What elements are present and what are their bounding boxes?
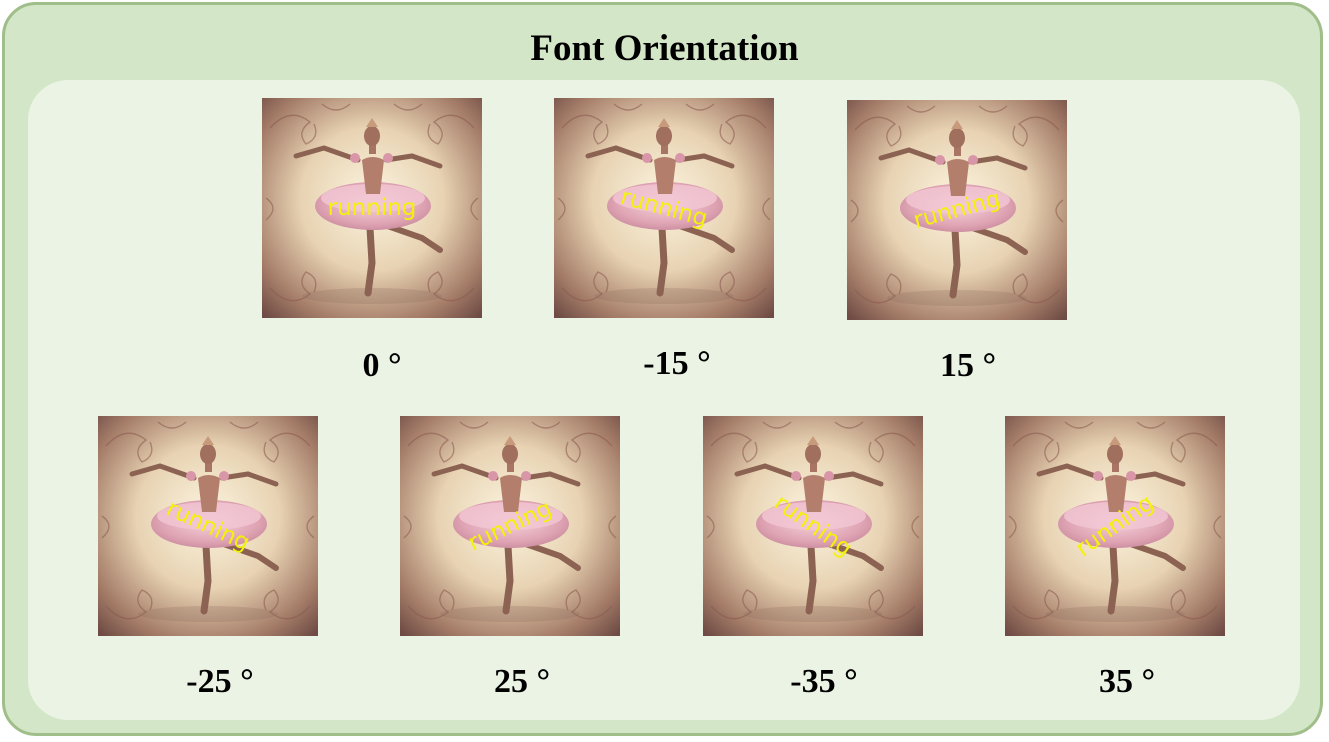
angle-label-4: 25 ° (493, 663, 551, 700)
angle-label-1: -15 ° (643, 345, 711, 382)
ballerina-image (847, 100, 1067, 320)
angle-label-2: 15 ° (939, 347, 997, 384)
angle-label-3: -25 ° (186, 663, 254, 700)
figure-title: Font Orientation (530, 28, 799, 69)
ballerina-image (554, 98, 774, 318)
overlay-word: running (327, 195, 417, 221)
angle-label-6: 35 ° (1098, 663, 1156, 700)
ballerina-image (1005, 416, 1225, 636)
ballerina-image (98, 416, 318, 636)
example-image-0: running (262, 98, 482, 318)
example-image-5: running (703, 416, 923, 636)
example-image-6: running (1005, 416, 1225, 636)
ballerina-image (703, 416, 923, 636)
ballerina-image (400, 416, 620, 636)
angle-label-0: 0 ° (362, 347, 402, 384)
example-image-1: running (554, 98, 774, 318)
ballerina-image (262, 98, 482, 318)
example-image-2: running (847, 100, 1067, 320)
angle-label-5: -35 ° (790, 663, 858, 700)
example-image-4: running (400, 416, 620, 636)
example-image-3: running (98, 416, 318, 636)
